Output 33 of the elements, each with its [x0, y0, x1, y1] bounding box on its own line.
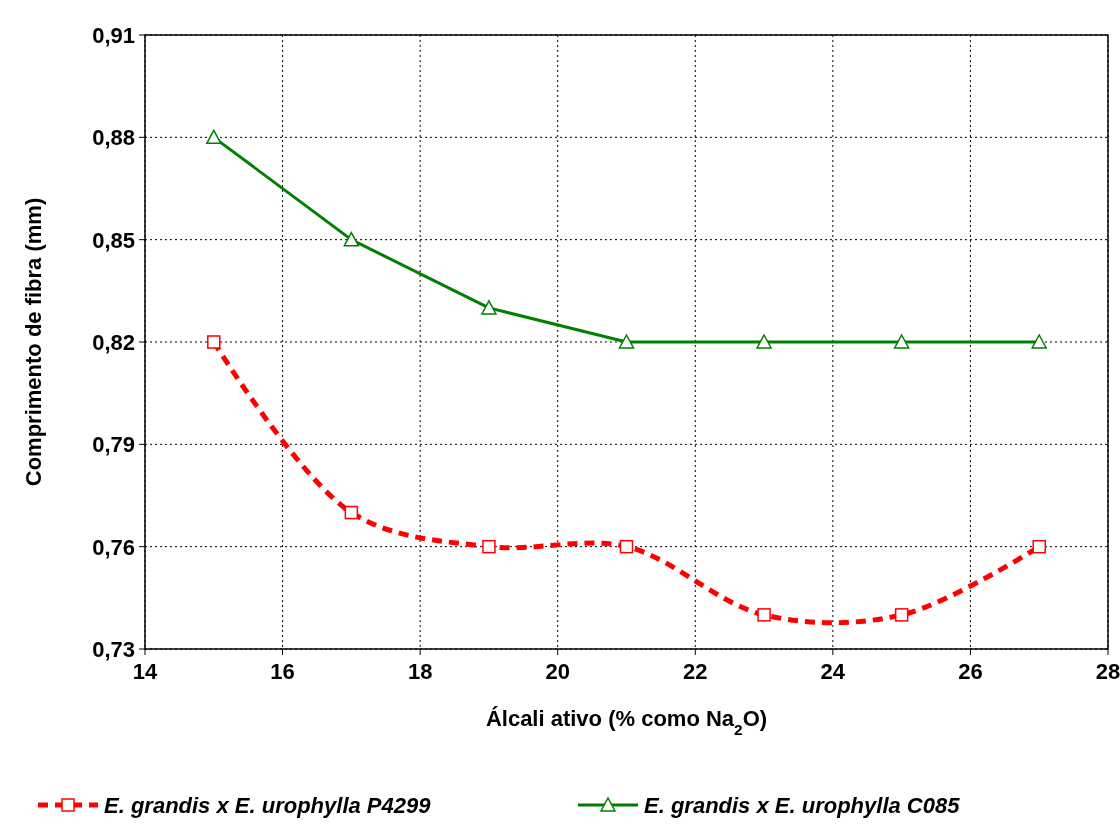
point [482, 539, 496, 554]
y-tick-label: 0,85 [92, 227, 135, 253]
point [343, 231, 360, 247]
point [619, 539, 634, 554]
x-tick-label: 14 [132, 659, 158, 684]
x-axis-title: Álcali ativo (% como Na$_{2}$O) [485, 706, 768, 738]
point [481, 300, 497, 315]
y-axis-title: Comprimento de fibra (mm) [21, 197, 46, 487]
legend-label: E. grandis x E. urophylla P4299 [104, 793, 432, 818]
x-tick-label: 26 [958, 659, 983, 684]
point [344, 505, 359, 520]
point [207, 335, 221, 349]
point [206, 129, 222, 145]
y-tick-label: 0,88 [92, 125, 135, 151]
point [756, 334, 772, 349]
point [893, 334, 910, 349]
x-tick-label: 18 [407, 659, 433, 684]
legend-label: E. grandis x E. urophylla C085 [644, 793, 961, 818]
y-tick-label: 0,91 [92, 23, 135, 48]
y-tick-label: 0,76 [92, 534, 135, 560]
y-tick-label: 0,73 [92, 637, 135, 662]
x-tick-label: 22 [683, 659, 708, 684]
point [1031, 334, 1047, 349]
x-tick-label: 24 [820, 659, 846, 684]
x-tick-label: 28 [1095, 659, 1120, 684]
y-tick-label: 0,79 [92, 432, 135, 458]
y-tick-label: 0,82 [92, 330, 135, 355]
point [894, 608, 909, 622]
point [757, 608, 771, 622]
point [618, 334, 635, 349]
x-tick-label: 20 [545, 659, 570, 684]
x-tick-label: 16 [270, 659, 295, 684]
point [1032, 539, 1046, 554]
